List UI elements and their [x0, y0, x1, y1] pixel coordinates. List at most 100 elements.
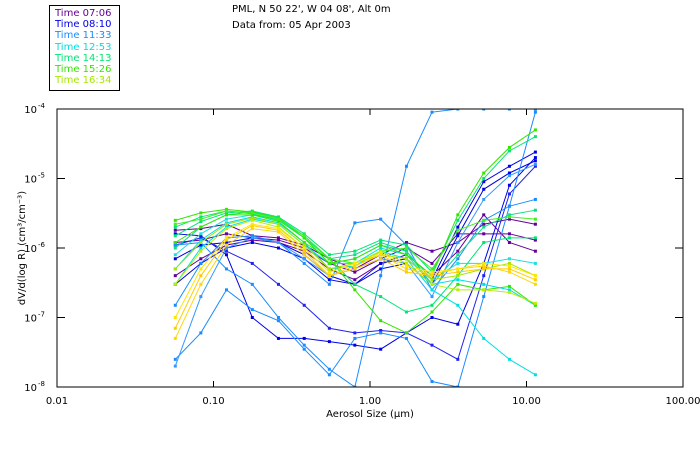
data-point: [533, 217, 537, 221]
data-point: [507, 204, 511, 208]
data-point: [379, 329, 383, 333]
data-point: [404, 164, 408, 168]
data-point: [507, 149, 511, 153]
data-point: [533, 278, 537, 282]
data-point: [173, 303, 177, 307]
date-info: Data from: 05 Apr 2003: [232, 20, 351, 31]
data-point: [379, 267, 383, 271]
y-tick-label: 10: [24, 244, 37, 255]
data-point: [507, 267, 511, 271]
data-point: [404, 240, 408, 244]
data-point: [199, 238, 203, 242]
data-point: [482, 282, 486, 286]
data-point: [404, 264, 408, 268]
data-point: [482, 295, 486, 299]
data-point: [276, 319, 280, 323]
series-line: [175, 109, 536, 387]
data-point: [353, 288, 357, 292]
series-line: [175, 214, 536, 334]
data-point: [276, 316, 280, 319]
data-point: [507, 145, 511, 149]
data-point: [224, 222, 228, 226]
data-point: [199, 225, 203, 229]
legend-entry: Time 08:10: [55, 19, 112, 31]
data-point: [507, 257, 511, 261]
data-point: [456, 267, 460, 271]
data-point: [379, 243, 383, 247]
data-point: [379, 246, 383, 250]
y-tick-exponent: -4: [38, 102, 46, 110]
data-point: [456, 253, 460, 257]
data-point: [173, 243, 177, 247]
data-point: [404, 249, 408, 253]
data-point: [533, 162, 537, 166]
chart-header: PML, N 50 22', W 04 08', Alt 0m Data fro…: [232, 2, 391, 34]
data-point: [379, 249, 383, 253]
data-point: [276, 217, 280, 221]
data-point: [482, 336, 486, 340]
y-tick-label: 10: [24, 314, 37, 325]
data-point: [327, 278, 331, 282]
data-point: [507, 171, 511, 175]
data-point: [533, 261, 537, 265]
data-point: [507, 232, 511, 236]
data-point: [533, 159, 537, 163]
data-point: [379, 347, 383, 351]
data-point: [456, 282, 460, 286]
data-point: [250, 236, 254, 240]
data-point: [456, 234, 460, 238]
data-point: [327, 257, 331, 261]
data-point: [379, 238, 383, 242]
data-point: [353, 270, 357, 274]
data-point: [507, 236, 511, 240]
data-point: [199, 257, 203, 261]
data-point: [456, 357, 460, 361]
data-point: [224, 253, 228, 257]
data-point: [482, 187, 486, 191]
data-point: [482, 213, 486, 217]
y-tick-exponent: -6: [38, 241, 46, 249]
x-tick-label: 1.00: [359, 396, 381, 407]
data-point: [250, 211, 254, 215]
data-point: [353, 331, 357, 335]
data-point: [276, 246, 280, 250]
data-point: [430, 270, 434, 274]
data-point: [507, 261, 511, 265]
data-point: [199, 211, 203, 215]
data-point: [199, 267, 203, 271]
data-point: [302, 343, 306, 347]
data-point: [533, 135, 537, 139]
data-point: [456, 109, 460, 111]
data-point: [199, 232, 203, 236]
legend-entry: Time 12:53: [55, 41, 112, 53]
data-point: [224, 249, 228, 253]
data-point: [224, 211, 228, 215]
data-point: [507, 284, 511, 288]
data-point: [199, 249, 203, 253]
data-point: [224, 225, 228, 229]
data-point: [276, 336, 280, 340]
series: [173, 109, 537, 387]
legend-entry: Time 14:13: [55, 52, 112, 64]
data-point: [250, 227, 254, 231]
data-point: [224, 238, 228, 242]
data-point: [224, 207, 228, 211]
series: [173, 213, 537, 335]
data-point: [379, 253, 383, 257]
data-point: [404, 310, 408, 314]
data-point: [302, 347, 306, 351]
data-point: [250, 282, 254, 286]
legend-entry: Time 16:34: [55, 75, 112, 87]
data-point: [250, 222, 254, 226]
data-point: [379, 274, 383, 278]
data-point: [250, 213, 254, 217]
data-point: [173, 267, 177, 271]
data-point: [327, 267, 331, 271]
data-point: [430, 310, 434, 314]
data-point: [533, 236, 537, 240]
data-point: [199, 215, 203, 219]
data-point: [302, 240, 306, 244]
data-point: [482, 225, 486, 229]
data-point: [199, 234, 203, 238]
data-point: [507, 192, 511, 196]
